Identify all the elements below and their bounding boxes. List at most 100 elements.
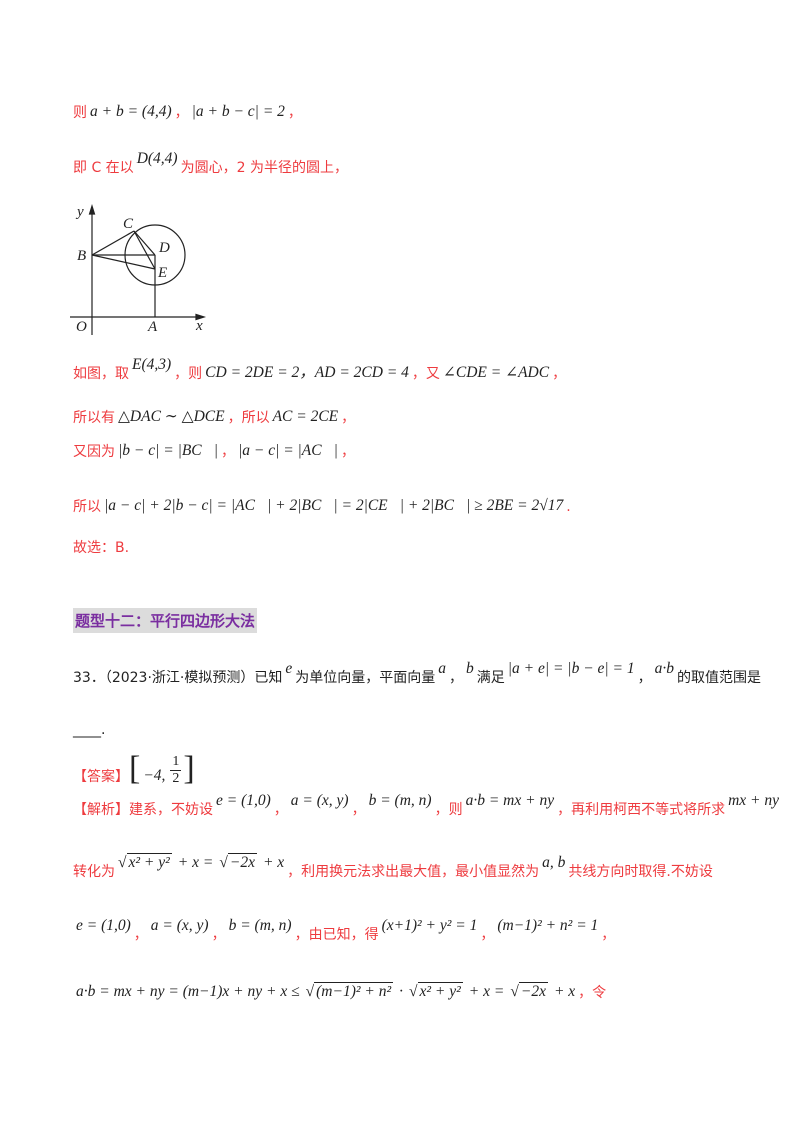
math-expression: AC = 2CE	[272, 408, 339, 425]
math-expression: e = (1,0)	[76, 917, 131, 934]
text-segment: 满足	[476, 669, 505, 686]
text-segment: 所以	[73, 498, 101, 515]
x-axis-arrow	[195, 313, 207, 321]
label-y: y	[75, 204, 84, 220]
math-expression: a = (x, y)	[150, 917, 209, 934]
sqrt-expression: √ −2x	[219, 853, 257, 873]
label-e: E	[157, 265, 167, 281]
math-expression: CD = 2DE = 2，AD = 2CD = 4	[205, 364, 409, 381]
math-expression: a + b = (4,4)	[90, 103, 172, 120]
text-line: e = (1,0)， a = (x, y)， b = (m, n) ，由已知，得 (x+…	[73, 917, 616, 944]
text-segment: ，由已知，得	[294, 926, 379, 943]
sqrt-sign: √	[118, 854, 127, 871]
segment-ce	[133, 230, 156, 270]
text-segment: 转化为	[73, 863, 115, 880]
math-expression: mx + ny	[728, 792, 779, 809]
denominator: 2	[172, 770, 180, 786]
segment-be	[91, 254, 156, 270]
sqrt-sign: √	[409, 983, 418, 1000]
text-segment: ，	[601, 926, 616, 943]
text-segment: ，	[480, 926, 495, 943]
math-expression: △DAC ∼ △DCE	[118, 408, 225, 425]
label-b: B	[77, 248, 86, 264]
text-segment: ____.	[73, 722, 106, 738]
math-expression: e	[285, 660, 293, 677]
math-expression: a·b	[654, 660, 675, 677]
text-line: 故选：B.	[73, 540, 129, 557]
radicand: x² + y²	[417, 982, 463, 1000]
math-expression: + x =	[177, 854, 214, 871]
math-expression: D(4,4)	[136, 150, 178, 167]
text-segment: ，所以	[227, 409, 270, 426]
text-segment: 故选：B.	[73, 540, 130, 556]
math-expression: |a + e| = |b − e| = 1	[507, 660, 635, 677]
segment-bc	[91, 230, 135, 256]
math-expression: + x =	[468, 983, 505, 1000]
label-c: C	[123, 216, 134, 232]
math-expression: + x	[553, 983, 576, 1000]
text-line: a·b = mx + ny = (m−1)x + ny + x ≤ √ (m−1)²…	[73, 982, 606, 1002]
math-expression: + x	[262, 854, 285, 871]
math-expression: b	[465, 660, 474, 677]
text-line: 所以 |a − c| + 2|b − c| = |AC⃗| + 2|BC⃗| = …	[73, 497, 571, 516]
math-expression: a	[438, 660, 446, 677]
text-line: 又因为 |b − c| = |BC⃗|， |a − c| = |AC⃗|，	[73, 442, 355, 461]
sqrt-sign: √	[305, 983, 315, 1000]
text-line: 【答案】[−4, 1 2]	[73, 752, 195, 786]
label-x: x	[195, 318, 203, 334]
sqrt-expression: √ (m−1)² + n²	[305, 982, 394, 1002]
text-segment: 所以有	[73, 409, 115, 426]
text-segment: 为圆心，2 为半径的圆上，	[180, 159, 348, 176]
math-expression: e = (1,0)	[216, 792, 271, 809]
text-segment: 又因为	[73, 443, 115, 460]
geometry-figure: y x O A B C D E	[70, 203, 207, 335]
bracket: [	[129, 750, 141, 787]
sqrt-sign: √	[219, 854, 228, 871]
math-expression: a·b = mx + ny	[465, 792, 555, 809]
math-expression: (m−1)² + n² = 1	[497, 917, 599, 934]
text-line: 【解析】建系，不妨设 e = (1,0)， a = (x, y)， b = (m, n…	[73, 792, 782, 819]
math-expression: b = (m, n)	[228, 917, 292, 934]
radicand: −2x	[227, 853, 257, 871]
segment-cd	[133, 230, 156, 256]
bracket: ]	[183, 750, 195, 787]
text-line: 所以有 △DAC ∼ △DCE ，所以 AC = 2CE，	[73, 408, 355, 427]
sqrt-sign: √	[510, 983, 519, 1000]
y-axis-arrow	[88, 203, 96, 215]
math-expression: b = (m, n)	[368, 792, 432, 809]
text-line: 如图，取 E(4,3) ，则 CD = 2DE = 2，AD = 2CD = 4 ，又 ∠…	[73, 356, 566, 383]
text-segment: ，	[351, 801, 366, 818]
label-a: A	[147, 319, 158, 335]
math-expression: |a − c| + 2|b − c| = |AC⃗| + 2|BC⃗| = 2|…	[104, 497, 564, 514]
text-segment: ，	[287, 104, 302, 121]
text-segment: ，	[340, 443, 355, 460]
radicand: (m−1)² + n²	[314, 982, 394, 1000]
text-segment: 【解析】建系，不妨设	[73, 801, 213, 818]
radicand: x² + y²	[126, 853, 172, 871]
text-segment: ，则	[174, 365, 203, 382]
math-expression: a, b	[542, 854, 566, 871]
text-segment: 为单位向量，平面向量	[295, 669, 436, 686]
radicand: −2x	[518, 982, 548, 1000]
math-expression: ∠CDE = ∠ADC	[442, 364, 550, 381]
text-segment: 如图，取	[73, 365, 129, 382]
text-segment: 即 C 在以	[73, 159, 134, 176]
text-segment: ，	[133, 926, 148, 943]
sqrt-expression: √ x² + y²	[118, 853, 172, 873]
text-segment: ，再利用柯西不等式将所求	[557, 801, 726, 818]
math-expression: (x+1)² + y² = 1	[381, 917, 478, 934]
text-segment: ，	[448, 669, 463, 686]
sqrt-expression: √ x² + y²	[409, 982, 463, 1002]
text-segment: ，则	[434, 801, 463, 818]
text-line: ____.	[73, 722, 105, 739]
text-segment: 33．（2023·浙江·模拟预测）已知	[73, 669, 283, 686]
text-segment: 则	[73, 104, 87, 121]
math-expression: |a − c| = |AC⃗|	[237, 442, 338, 459]
math-expression: E(4,3)	[132, 356, 172, 373]
sqrt-expression: √ −2x	[510, 982, 548, 1002]
text-line: 即 C 在以 D(4,4) 为圆心，2 为半径的圆上，	[73, 150, 348, 177]
text-segment: ，利用换元法求出最大值，最小值显然为	[287, 863, 540, 880]
text-segment: ，	[637, 669, 652, 686]
